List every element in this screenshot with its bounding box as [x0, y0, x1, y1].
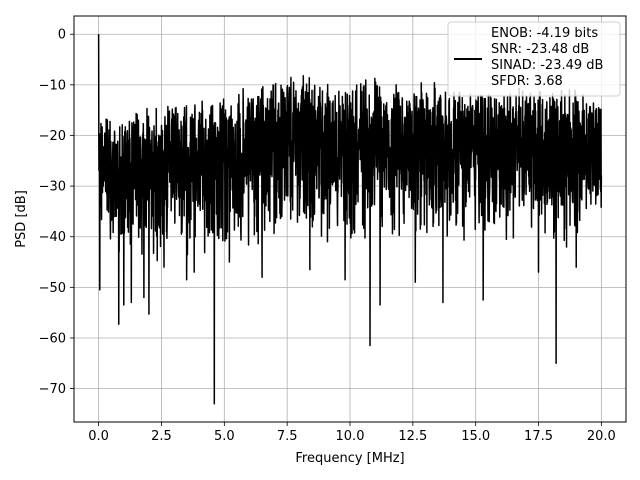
x-tick-label: 15.0 [461, 429, 490, 444]
y-axis-ticks: 0 −10 −20 −30 −40 −50 −60 −70 [39, 28, 74, 397]
series-psd-trace [97, 34, 603, 405]
y-tick-label: 0 [58, 28, 66, 43]
legend: ENOB: -4.19 bits SNR: -23.48 dB SINAD: -… [447, 21, 621, 97]
legend-box [447, 21, 621, 97]
legend-entry-sfdr: SFDR: 3.68 [491, 74, 563, 89]
legend-entry-snr: SNR: -23.48 dB [491, 42, 589, 57]
x-tick-label: 20.0 [587, 429, 616, 444]
y-axis-label: PSD [dB] [14, 190, 29, 248]
psd-trace-line [97, 34, 603, 405]
x-axis-ticks: 0.0 2.5 5.0 7.5 10.0 12.5 15.0 17.5 20.0 [88, 422, 616, 444]
y-tick-label: −20 [39, 129, 66, 144]
x-tick-label: 7.5 [277, 429, 298, 444]
y-tick-label: −50 [39, 281, 66, 296]
y-tick-label: −60 [39, 331, 66, 346]
x-tick-label: 2.5 [151, 429, 172, 444]
y-tick-label: −10 [39, 78, 66, 93]
legend-entry-sinad: SINAD: -23.49 dB [491, 58, 603, 73]
x-axis-label: Frequency [MHz] [295, 451, 404, 466]
x-tick-label: 17.5 [524, 429, 553, 444]
x-tick-label: 10.0 [336, 429, 365, 444]
y-tick-label: −30 [39, 180, 66, 195]
x-tick-label: 0.0 [88, 429, 109, 444]
x-tick-label: 12.5 [398, 429, 427, 444]
x-tick-label: 5.0 [214, 429, 235, 444]
legend-entry-enob: ENOB: -4.19 bits [491, 26, 598, 41]
y-tick-label: −40 [39, 230, 66, 245]
y-tick-label: −70 [39, 382, 66, 397]
